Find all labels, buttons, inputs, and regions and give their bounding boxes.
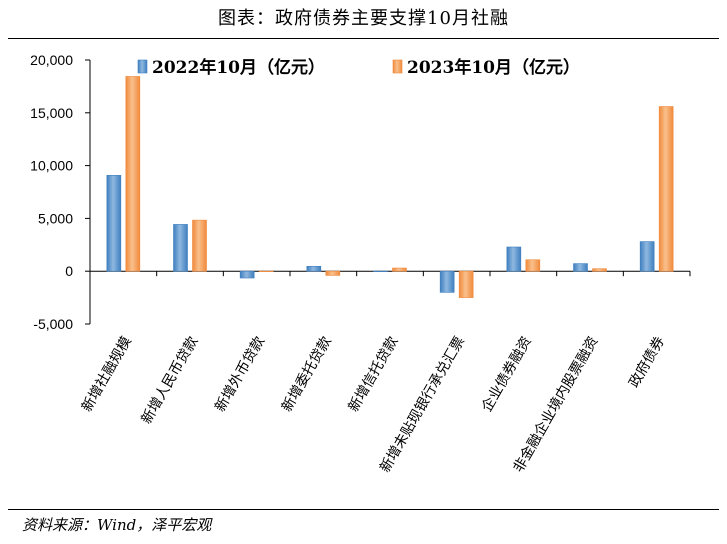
bar-2023 (392, 267, 407, 272)
category-label: 政府债券 (626, 334, 668, 390)
bar-2022 (173, 224, 188, 272)
y-tick-label: 0 (65, 263, 73, 279)
bar-2023 (658, 106, 674, 272)
bar-2023 (125, 76, 141, 272)
bar-2023 (192, 219, 207, 272)
legend-swatch-2023 (392, 59, 403, 74)
category-label: 企业债券融资 (478, 334, 535, 415)
bar-2022 (573, 263, 588, 272)
bar-2023 (258, 270, 274, 273)
category-label: 新增外币贷款 (212, 334, 268, 415)
bar-2023 (458, 270, 474, 298)
top-rule (8, 38, 719, 39)
category-label: 新增信托贷款 (346, 334, 402, 415)
bar-2022 (373, 270, 388, 273)
bar-2022 (106, 175, 122, 272)
y-tick-label: 10,000 (30, 158, 73, 174)
source-note: 资料来源：Wind，泽平宏观 (22, 516, 212, 534)
bar-2023 (592, 268, 607, 272)
category-label: 新增人民币贷款 (139, 334, 202, 427)
chart-title: 图表：政府债券主要支撑10月社融 (218, 8, 509, 29)
bar-chart: -5,000 0 5,000 10,000 15,000 20,000 新增社融规模 新增人民… (30, 52, 691, 475)
bar-2022 (639, 241, 655, 272)
bar-2022 (239, 270, 255, 279)
bottom-rule (8, 509, 719, 510)
bar-2022 (306, 265, 322, 272)
legend-label-2022: 2022年10月（亿元） (152, 57, 325, 78)
category-label: 新增社融规模 (79, 334, 135, 415)
y-tick-label: 15,000 (30, 105, 73, 121)
y-tick-label: -5,000 (33, 316, 73, 332)
bar-2022 (506, 246, 522, 272)
legend-label-2023: 2023年10月（亿元） (407, 57, 580, 78)
bar-2022 (439, 270, 455, 293)
bar-2023 (525, 259, 541, 272)
category-label: 新增委托贷款 (279, 334, 335, 415)
y-tick-label: 20,000 (30, 52, 73, 68)
y-tick-label: 5,000 (38, 210, 73, 226)
bar-2023 (325, 270, 341, 276)
legend-swatch-2022 (137, 59, 148, 74)
